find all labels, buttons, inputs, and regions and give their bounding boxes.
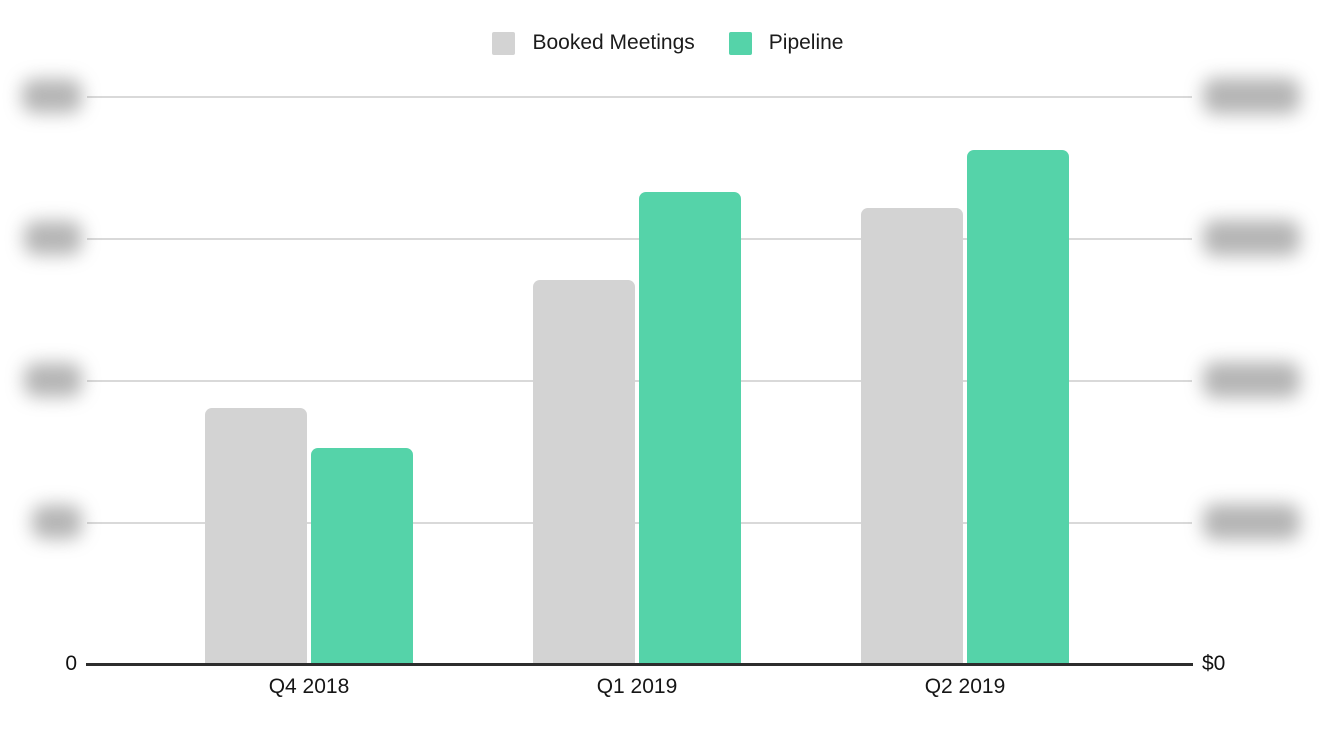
x-axis-label: Q2 2019	[924, 675, 1006, 698]
x-axis-labels: Q4 2018 Q1 2019 Q2 2019	[0, 675, 1336, 705]
left-axis-redacted-tick-label	[24, 221, 82, 255]
plot-area	[87, 96, 1192, 664]
right-axis-redacted-tick-label	[1203, 220, 1300, 256]
legend-label-booked-meetings: Booked Meetings	[532, 31, 695, 54]
right-axis-redacted-tick-label	[1203, 504, 1300, 540]
right-axis-redacted-tick-label	[1203, 78, 1300, 114]
legend-swatch-booked-meetings	[492, 31, 516, 55]
bar-booked-meetings[interactable]	[533, 280, 635, 664]
bar-booked-meetings[interactable]	[861, 208, 963, 664]
right-axis-zero-label: $0	[1202, 652, 1226, 675]
x-axis-baseline	[86, 663, 1193, 666]
left-axis-zero-label: 0	[65, 652, 77, 675]
chart-legend: Booked Meetings Pipeline	[0, 31, 1336, 55]
bar-booked-meetings[interactable]	[205, 408, 307, 664]
left-axis-redacted-tick-label	[22, 79, 82, 113]
legend-item-booked-meetings[interactable]: Booked Meetings	[492, 31, 695, 55]
right-axis-redacted-tick-label	[1203, 362, 1300, 398]
x-axis-label: Q1 2019	[596, 675, 678, 698]
bar-pipeline[interactable]	[311, 448, 413, 664]
legend-label-pipeline: Pipeline	[768, 31, 844, 54]
left-axis-redacted-tick-label	[24, 363, 82, 397]
bar-pipeline[interactable]	[639, 192, 741, 664]
x-axis-label: Q4 2018	[268, 675, 350, 698]
legend-item-pipeline[interactable]: Pipeline	[728, 31, 844, 55]
legend-swatch-pipeline	[728, 31, 752, 55]
left-axis-redacted-tick-label	[32, 505, 82, 539]
gridline	[87, 96, 1192, 98]
bar-pipeline[interactable]	[967, 150, 1069, 664]
